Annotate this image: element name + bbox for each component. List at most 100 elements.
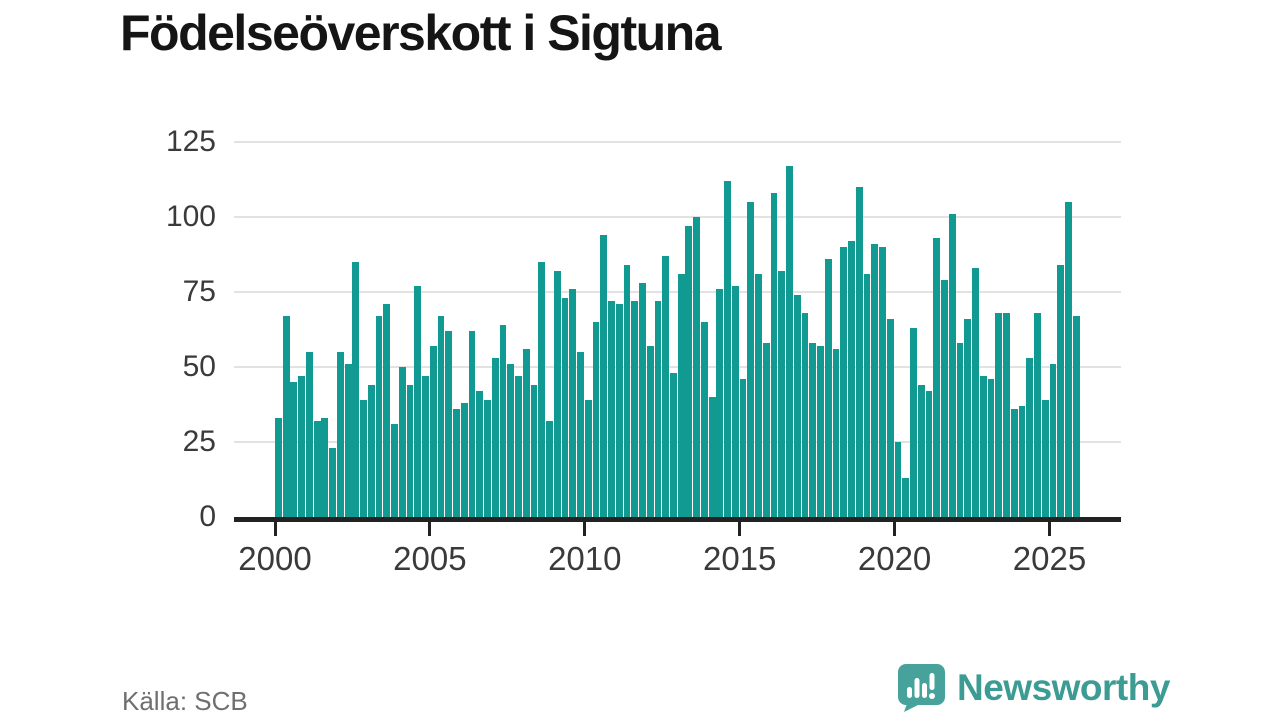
bar-2020-q2 bbox=[902, 478, 910, 517]
bar-2015-q4 bbox=[762, 343, 770, 517]
bar-2008-q4 bbox=[546, 421, 553, 517]
bar-2024-q3 bbox=[1034, 313, 1041, 517]
bar-2004-q2 bbox=[406, 385, 414, 517]
bar-2004-q3 bbox=[414, 286, 422, 517]
bar-2003-q3 bbox=[383, 304, 391, 517]
bar-2015-q2 bbox=[747, 202, 755, 517]
gridline-50 bbox=[234, 366, 1121, 368]
bar-2025-q1 bbox=[1049, 364, 1057, 517]
bar-2010-q3 bbox=[600, 235, 608, 517]
x-axis-label-2025: 2025 bbox=[1012, 540, 1087, 577]
bar-2024-q2 bbox=[1026, 358, 1034, 517]
y-axis-label-50: 50 bbox=[182, 350, 216, 383]
x-axis-tick-2000 bbox=[273, 522, 277, 536]
bar-2020-q1 bbox=[894, 442, 902, 517]
bar-2018-q1 bbox=[832, 349, 840, 517]
bar-2014-q3 bbox=[724, 181, 731, 517]
newsworthy-logo[interactable]: Newsworthy bbox=[897, 663, 1170, 713]
bar-2014-q2 bbox=[716, 289, 724, 517]
x-axis-label-2000: 2000 bbox=[238, 540, 312, 577]
x-axis-label-2020: 2020 bbox=[857, 540, 932, 577]
y-axis-label-25: 25 bbox=[182, 425, 216, 458]
bar-2024-q4 bbox=[1041, 400, 1049, 517]
bar-2010-q2 bbox=[592, 322, 600, 517]
bar-2005-q1 bbox=[429, 346, 437, 517]
bar-2015-q1 bbox=[739, 379, 747, 517]
bar-2000-q1 bbox=[275, 418, 282, 517]
gridline-75 bbox=[234, 291, 1121, 293]
bar-2001-q1 bbox=[305, 352, 313, 517]
x-axis-tick-2025 bbox=[1048, 522, 1051, 536]
newsworthy-wordmark: Newsworthy bbox=[957, 667, 1170, 708]
bar-2016-q4 bbox=[793, 295, 801, 517]
bar-2000-q2 bbox=[282, 316, 290, 517]
bar-2003-q4 bbox=[391, 424, 398, 517]
bar-2008-q1 bbox=[522, 349, 530, 517]
y-axis-label-75: 75 bbox=[182, 275, 216, 308]
bar-2010-q4 bbox=[608, 301, 615, 517]
bar-2013-q4 bbox=[700, 322, 708, 517]
bar-2018-q4 bbox=[855, 187, 863, 517]
x-axis-tick-2010 bbox=[583, 522, 587, 536]
newsworthy-bubble-icon bbox=[898, 664, 945, 712]
x-axis-tick-2005 bbox=[428, 522, 432, 536]
bar-2017-q3 bbox=[817, 346, 824, 517]
bar-2016-q3 bbox=[786, 166, 793, 517]
bar-2008-q2 bbox=[530, 385, 538, 517]
bar-2021-q4 bbox=[948, 214, 956, 517]
bar-2005-q4 bbox=[453, 409, 460, 517]
bar-2013-q2 bbox=[685, 226, 693, 517]
bar-2000-q3 bbox=[290, 382, 298, 517]
bar-2018-q3 bbox=[848, 241, 855, 517]
bar-2022-q3 bbox=[972, 268, 979, 517]
bar-2021-q2 bbox=[933, 238, 941, 517]
bar-2014-q1 bbox=[708, 397, 716, 517]
bar-2013-q1 bbox=[677, 274, 685, 517]
bar-2005-q2 bbox=[437, 316, 445, 517]
bar-2007-q3 bbox=[507, 364, 515, 517]
bar-2009-q2 bbox=[561, 298, 569, 517]
bar-2007-q2 bbox=[499, 325, 507, 517]
bar-2012-q3 bbox=[662, 256, 670, 517]
x-axis-line bbox=[234, 517, 1121, 522]
y-axis-label-100: 100 bbox=[165, 200, 216, 233]
bar-2005-q3 bbox=[445, 331, 453, 517]
bar-2001-q3 bbox=[321, 418, 329, 517]
bar-2009-q1 bbox=[553, 271, 561, 517]
x-axis-tick-2020 bbox=[893, 522, 897, 536]
bar-2022-q2 bbox=[964, 319, 972, 517]
bar-2006-q4 bbox=[484, 400, 491, 517]
bar-2008-q3 bbox=[538, 262, 546, 517]
bar-2011-q2 bbox=[623, 265, 631, 517]
bar-2011-q1 bbox=[615, 304, 623, 517]
bar-2003-q1 bbox=[367, 385, 375, 517]
bar-2023-q4 bbox=[1010, 409, 1018, 517]
bar-2016-q1 bbox=[770, 193, 778, 517]
bar-2007-q1 bbox=[491, 358, 499, 517]
bar-2019-q4 bbox=[886, 319, 894, 517]
bar-2001-q2 bbox=[313, 421, 321, 517]
bar-2014-q4 bbox=[731, 286, 739, 517]
bar-2012-q2 bbox=[654, 301, 662, 517]
bar-2020-q4 bbox=[917, 385, 925, 517]
bar-2002-q3 bbox=[352, 262, 360, 517]
bar-2022-q4 bbox=[979, 376, 987, 517]
x-axis-label-2010: 2010 bbox=[548, 540, 622, 577]
bar-2006-q2 bbox=[468, 331, 476, 517]
bar-2010-q1 bbox=[584, 400, 592, 517]
bar-2021-q3 bbox=[941, 280, 948, 517]
bar-2025-q4 bbox=[1072, 316, 1080, 517]
bar-2022-q1 bbox=[956, 343, 964, 517]
bar-2006-q3 bbox=[476, 391, 484, 517]
gridline-100 bbox=[234, 216, 1121, 218]
bar-2001-q4 bbox=[329, 448, 336, 517]
bar-2019-q2 bbox=[871, 244, 879, 517]
bar-2007-q4 bbox=[515, 376, 522, 517]
bar-2013-q3 bbox=[693, 217, 701, 517]
bar-2024-q1 bbox=[1018, 406, 1026, 517]
y-axis-label-125: 125 bbox=[165, 125, 216, 158]
bar-2018-q2 bbox=[840, 247, 848, 517]
gridline-25 bbox=[234, 441, 1121, 443]
bar-2012-q1 bbox=[646, 346, 654, 517]
